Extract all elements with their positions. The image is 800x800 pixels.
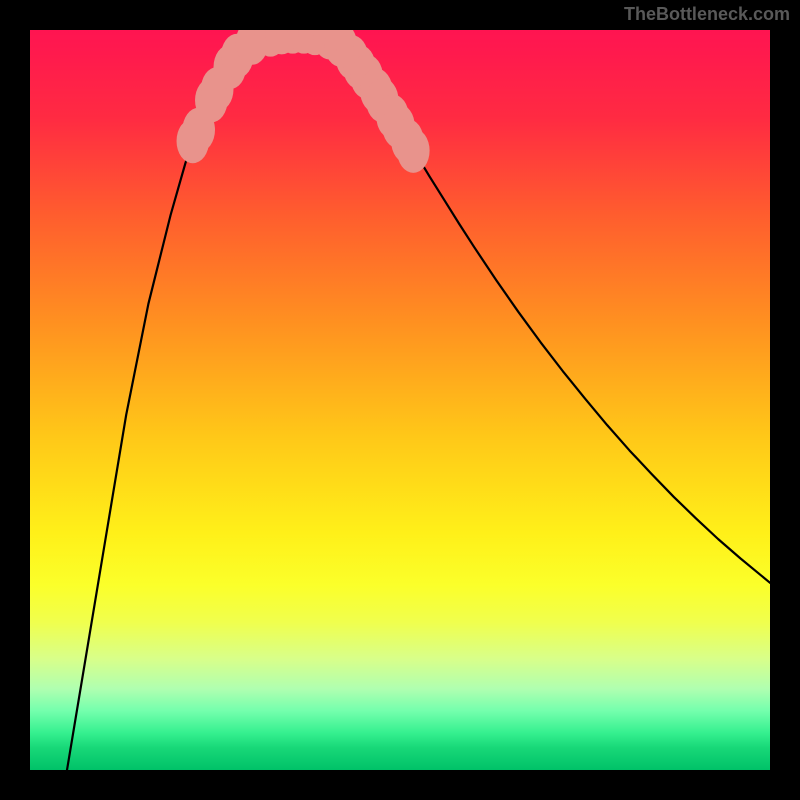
- watermark-text: TheBottleneck.com: [624, 4, 790, 25]
- data-marker: [397, 128, 430, 172]
- chart-svg: [30, 30, 770, 770]
- plot-area: [30, 30, 770, 770]
